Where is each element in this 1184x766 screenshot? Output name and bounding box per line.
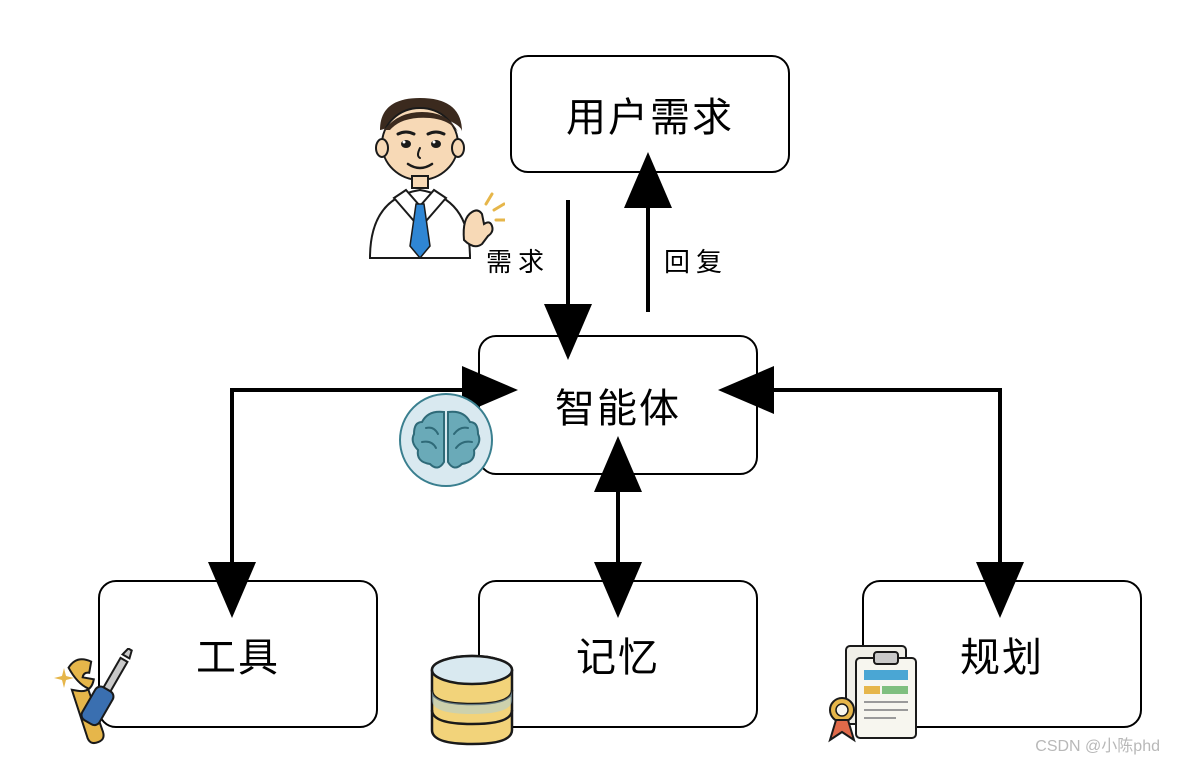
node-user-req: 用户需求 xyxy=(510,55,790,173)
node-memory: 记忆 xyxy=(478,580,758,728)
brain-icon xyxy=(398,392,494,488)
node-label: 工具 xyxy=(196,625,280,683)
database-icon xyxy=(426,652,518,748)
documents-icon xyxy=(824,640,924,744)
arrow-agent-planning xyxy=(766,390,1000,570)
node-label: 记忆 xyxy=(576,625,660,683)
watermark-text: CSDN @小陈phd xyxy=(1035,732,1160,756)
node-agent: 智能体 xyxy=(478,335,758,475)
node-label: 智能体 xyxy=(555,376,681,434)
node-label: 规划 xyxy=(960,625,1044,683)
node-label: 用户需求 xyxy=(566,85,734,143)
person-icon xyxy=(340,90,505,260)
wrench-icon xyxy=(52,648,152,748)
edge-label-reply: 回复 xyxy=(664,242,728,279)
